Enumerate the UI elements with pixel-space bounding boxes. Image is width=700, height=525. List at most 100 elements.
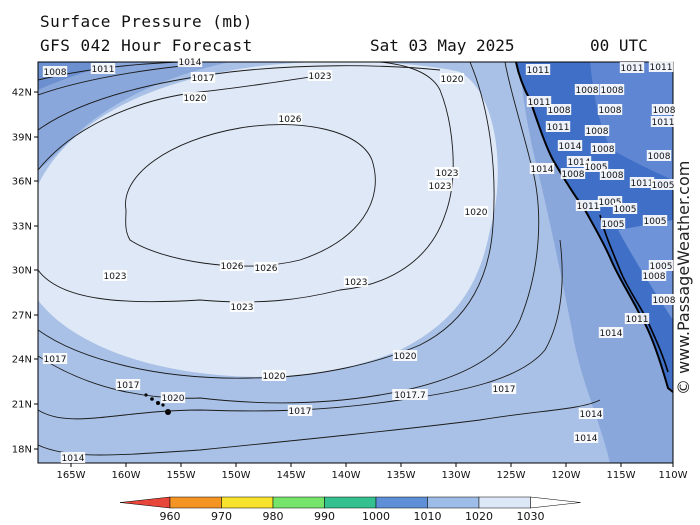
svg-text:1011: 1011	[577, 202, 600, 212]
svg-text:1008: 1008	[653, 106, 676, 116]
isobar-label: 1026	[253, 262, 279, 274]
colorbar-arrow-low	[119, 496, 171, 509]
isobar-label: 1005	[642, 215, 668, 227]
svg-text:1014: 1014	[580, 410, 603, 420]
isobar-label: 1011	[545, 121, 571, 133]
svg-text:1020: 1020	[441, 75, 464, 85]
svg-text:1014: 1014	[600, 329, 623, 339]
colorbar-segment	[478, 496, 531, 509]
pressure-band-1020-1030	[38, 62, 498, 377]
isobar-label: 1008	[646, 150, 672, 162]
isobar-label: 1008	[584, 125, 610, 137]
isobar-label: 1017.7	[392, 389, 428, 401]
isobar-label: 1008	[590, 143, 616, 155]
lon-tick-label: 115W	[607, 470, 636, 481]
colorbar-segment	[221, 496, 274, 509]
isobar-label: 1017	[42, 353, 68, 365]
lon-tick-label: 110W	[659, 470, 688, 481]
isobar-label: 1008	[651, 294, 677, 306]
colorbar-label: 980	[263, 510, 284, 523]
svg-text:1023: 1023	[429, 182, 452, 192]
svg-text:1005: 1005	[614, 205, 637, 215]
svg-text:1008: 1008	[643, 272, 666, 282]
lat-tick-label: 42N	[12, 88, 32, 99]
colorbar-label: 1010	[414, 510, 442, 523]
svg-text:1014: 1014	[559, 142, 582, 152]
lon-tick-label: 135W	[387, 470, 416, 481]
svg-text:1008: 1008	[648, 152, 671, 162]
colorbar-label: 960	[160, 510, 181, 523]
lon-tick-label: 130W	[442, 470, 471, 481]
forecast-date: Sat 03 May 2025	[370, 36, 515, 55]
isobar-label: 1005	[583, 161, 609, 173]
svg-text:1008: 1008	[653, 296, 676, 306]
svg-text:1008: 1008	[592, 145, 615, 155]
forecast-time: 00 UTC	[590, 36, 648, 55]
svg-text:1020: 1020	[162, 394, 185, 404]
colorbar-label: 1030	[517, 510, 545, 523]
lon-tick-label: 150W	[222, 470, 251, 481]
isobar-label: 1023	[229, 301, 255, 313]
svg-text:1008: 1008	[576, 86, 599, 96]
svg-text:1017: 1017	[493, 385, 516, 395]
hawaiian-islands	[144, 393, 171, 415]
isobar-label: 1014	[557, 140, 583, 152]
colorbar-segment	[375, 496, 428, 509]
svg-text:1005: 1005	[585, 163, 608, 173]
isobar-label: 1011	[575, 200, 601, 212]
svg-text:1011: 1011	[621, 64, 644, 74]
colorbar-segment	[272, 496, 325, 509]
svg-text:1008: 1008	[548, 106, 571, 116]
isobar-label: 1011	[624, 313, 650, 325]
lat-tick-label: 21N	[12, 400, 32, 411]
isobar-label: 1005	[650, 179, 676, 191]
lat-tick-label: 24N	[12, 355, 32, 366]
colorbar-label: 1020	[465, 510, 493, 523]
svg-text:1017: 1017	[289, 407, 312, 417]
svg-text:1011: 1011	[631, 179, 654, 189]
svg-text:1011: 1011	[527, 66, 550, 76]
forecast-label: GFS 042 Hour Forecast	[40, 36, 253, 55]
svg-text:1005: 1005	[644, 217, 667, 227]
svg-text:1023: 1023	[345, 278, 368, 288]
colorbar-label: 990	[314, 510, 335, 523]
svg-text:1026: 1026	[255, 264, 278, 274]
isobar-label: 1014	[60, 452, 86, 464]
isobar-label: 1014	[566, 156, 592, 168]
isobar-label: 1005	[648, 260, 674, 272]
isobar-label: 1008	[641, 270, 667, 282]
svg-text:1026: 1026	[221, 262, 244, 272]
map-fields	[38, 62, 673, 463]
lat-tick-label: 30N	[12, 266, 32, 277]
isobar-label: 1023	[102, 270, 128, 282]
colorbar-segment	[169, 496, 222, 509]
lon-tick-label: 145W	[277, 470, 306, 481]
isobar-label: 1011	[90, 63, 116, 75]
isobar-label: 1020	[160, 392, 186, 404]
svg-text:1026: 1026	[279, 115, 302, 125]
isobar-label: 1011	[648, 61, 674, 73]
svg-text:1011: 1011	[650, 63, 673, 73]
isobar-label: 1020	[439, 73, 465, 85]
isobar-label: 1020	[392, 350, 418, 362]
isobar-label: 1017	[287, 405, 313, 417]
svg-text:1020: 1020	[263, 372, 286, 382]
svg-text:1023: 1023	[309, 72, 332, 82]
isobar-label: 1008	[599, 84, 625, 96]
isobar-label: 1023	[427, 180, 453, 192]
isobar-label: 1020	[261, 370, 287, 382]
isobar-label: 1008	[546, 104, 572, 116]
pressure-band-nw	[38, 62, 230, 170]
isobar-label: 1023	[343, 276, 369, 288]
isobar-label: 1017	[491, 383, 517, 395]
colorbar-segment	[324, 496, 377, 509]
colorbar: 960 970 980 990 1000 1010 1020 1030	[119, 496, 581, 523]
map-title: Surface Pressure (mb)	[40, 12, 253, 31]
lon-tick-label: 120W	[552, 470, 581, 481]
isobar-label: 1008	[560, 168, 586, 180]
svg-text:1014: 1014	[179, 58, 202, 68]
isobar-label: 1020	[182, 92, 208, 104]
svg-text:1017.7: 1017.7	[394, 391, 426, 401]
svg-text:1020: 1020	[465, 208, 488, 218]
isobar-label: 1008	[42, 66, 68, 78]
